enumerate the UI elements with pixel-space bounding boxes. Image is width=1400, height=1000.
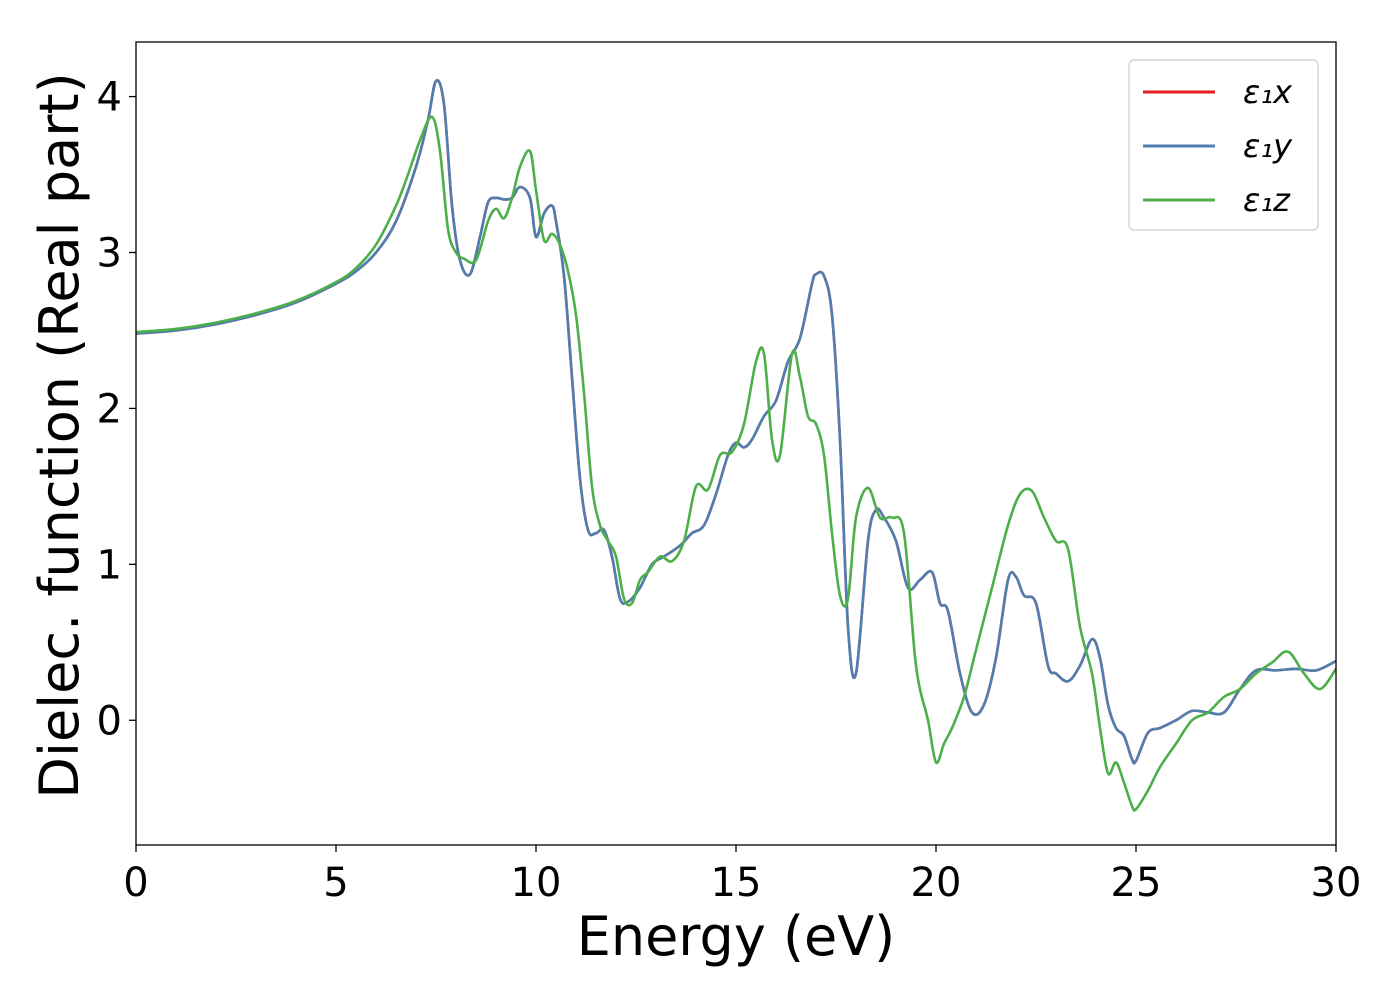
- x-axis-title: Energy (eV): [577, 905, 896, 968]
- y-tick-label: 4: [97, 75, 122, 121]
- series-line-eps1z: [136, 115, 1336, 812]
- series-line-eps1y: [136, 79, 1336, 765]
- x-tick-label: 25: [1111, 860, 1162, 906]
- x-tick-label: 5: [323, 860, 348, 906]
- y-tick-label: 0: [97, 698, 122, 744]
- x-tick-label: 30: [1311, 860, 1362, 906]
- x-tick-label: 20: [911, 860, 962, 906]
- y-tick-label: 2: [97, 386, 122, 432]
- legend-label-eps1x: ε₁x: [1243, 73, 1293, 111]
- x-tick-label: 15: [711, 860, 762, 906]
- legend-label-eps1y: ε₁y: [1243, 127, 1293, 165]
- y-axis-title: Dielec. function (Real part): [28, 72, 91, 798]
- series-layer: [136, 79, 1336, 812]
- x-tick-label: 0: [123, 860, 148, 906]
- axis-ticks: 0 5 10 15 20 25 30 0 1 2 3 4: [97, 75, 1362, 906]
- y-tick-label: 1: [97, 542, 122, 588]
- legend-label-eps1z: ε₁z: [1243, 181, 1291, 219]
- x-tick-label: 10: [511, 860, 562, 906]
- legend-box: [1128, 59, 1319, 231]
- y-tick-label: 3: [97, 230, 122, 276]
- legend: ε₁x ε₁y ε₁z: [1128, 59, 1319, 231]
